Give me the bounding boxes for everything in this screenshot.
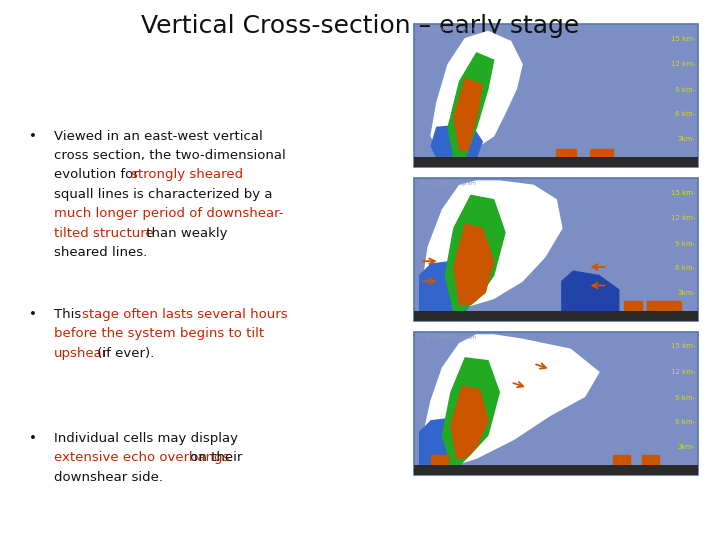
Polygon shape xyxy=(624,301,642,311)
Text: 12 km-: 12 km- xyxy=(671,62,696,68)
Polygon shape xyxy=(431,455,448,465)
Text: 9 km-: 9 km- xyxy=(675,395,696,401)
Polygon shape xyxy=(590,149,613,157)
Text: on their: on their xyxy=(186,451,243,464)
Text: 6 km-: 6 km- xyxy=(675,111,696,118)
Text: before the system begins to tilt: before the system begins to tilt xyxy=(54,327,264,340)
Polygon shape xyxy=(423,181,562,311)
FancyBboxPatch shape xyxy=(414,157,698,167)
Polygon shape xyxy=(431,125,482,157)
Polygon shape xyxy=(420,261,477,311)
Text: The COMET Program: The COMET Program xyxy=(420,181,476,186)
Polygon shape xyxy=(642,455,659,465)
Text: than weakly: than weakly xyxy=(142,227,228,240)
Text: 6 km-: 6 km- xyxy=(675,419,696,426)
Text: 3km-: 3km- xyxy=(678,136,696,142)
Polygon shape xyxy=(445,195,505,311)
Text: squall lines is characterized by a: squall lines is characterized by a xyxy=(54,188,272,201)
Text: upshear: upshear xyxy=(54,347,108,360)
Polygon shape xyxy=(562,271,618,311)
FancyBboxPatch shape xyxy=(414,465,698,475)
Text: strongly sheared: strongly sheared xyxy=(131,168,243,181)
Text: 12 km-: 12 km- xyxy=(671,369,696,375)
Polygon shape xyxy=(454,79,482,150)
Text: Vertical Cross-section – early stage: Vertical Cross-section – early stage xyxy=(141,14,579,37)
FancyBboxPatch shape xyxy=(414,332,698,475)
Polygon shape xyxy=(423,335,599,465)
Polygon shape xyxy=(451,387,488,458)
Text: much longer period of downshear-: much longer period of downshear- xyxy=(54,207,284,220)
Text: •: • xyxy=(29,308,37,321)
Polygon shape xyxy=(448,53,494,157)
Text: •: • xyxy=(29,130,37,143)
Text: 3km-: 3km- xyxy=(678,443,696,450)
Text: tilted structure: tilted structure xyxy=(54,227,154,240)
Polygon shape xyxy=(665,301,681,311)
Text: stage often lasts several hours: stage often lasts several hours xyxy=(81,308,287,321)
Text: Individual cells may display: Individual cells may display xyxy=(54,432,238,445)
Text: 9 km-: 9 km- xyxy=(675,241,696,247)
Text: The COMET Program: The COMET Program xyxy=(420,335,476,340)
Text: evolution for: evolution for xyxy=(54,168,143,181)
Text: The COMET Program: The COMET Program xyxy=(420,27,476,32)
Text: •: • xyxy=(29,432,37,445)
FancyBboxPatch shape xyxy=(414,311,698,321)
Polygon shape xyxy=(647,301,665,311)
FancyBboxPatch shape xyxy=(414,178,698,321)
Text: (if ever).: (if ever). xyxy=(93,347,154,360)
Polygon shape xyxy=(454,224,494,304)
Text: sheared lines.: sheared lines. xyxy=(54,246,148,259)
Text: extensive echo overhangs: extensive echo overhangs xyxy=(54,451,230,464)
Polygon shape xyxy=(442,358,500,465)
Text: downshear side.: downshear side. xyxy=(54,471,163,484)
Polygon shape xyxy=(556,149,576,157)
Polygon shape xyxy=(613,455,630,465)
Polygon shape xyxy=(420,418,471,465)
Text: 3km-: 3km- xyxy=(678,289,696,296)
Text: 9 km-: 9 km- xyxy=(675,87,696,93)
Text: This: This xyxy=(54,308,86,321)
Text: Viewed in an east-west vertical: Viewed in an east-west vertical xyxy=(54,130,263,143)
Text: cross section, the two-dimensional: cross section, the two-dimensional xyxy=(54,149,286,162)
Text: 15 km-: 15 km- xyxy=(671,343,696,349)
FancyBboxPatch shape xyxy=(414,24,698,167)
Polygon shape xyxy=(431,31,522,157)
Text: 15 km-: 15 km- xyxy=(671,36,696,42)
Text: 15 km-: 15 km- xyxy=(671,190,696,195)
Text: 12 km-: 12 km- xyxy=(671,215,696,221)
Text: 6 km-: 6 km- xyxy=(675,265,696,272)
